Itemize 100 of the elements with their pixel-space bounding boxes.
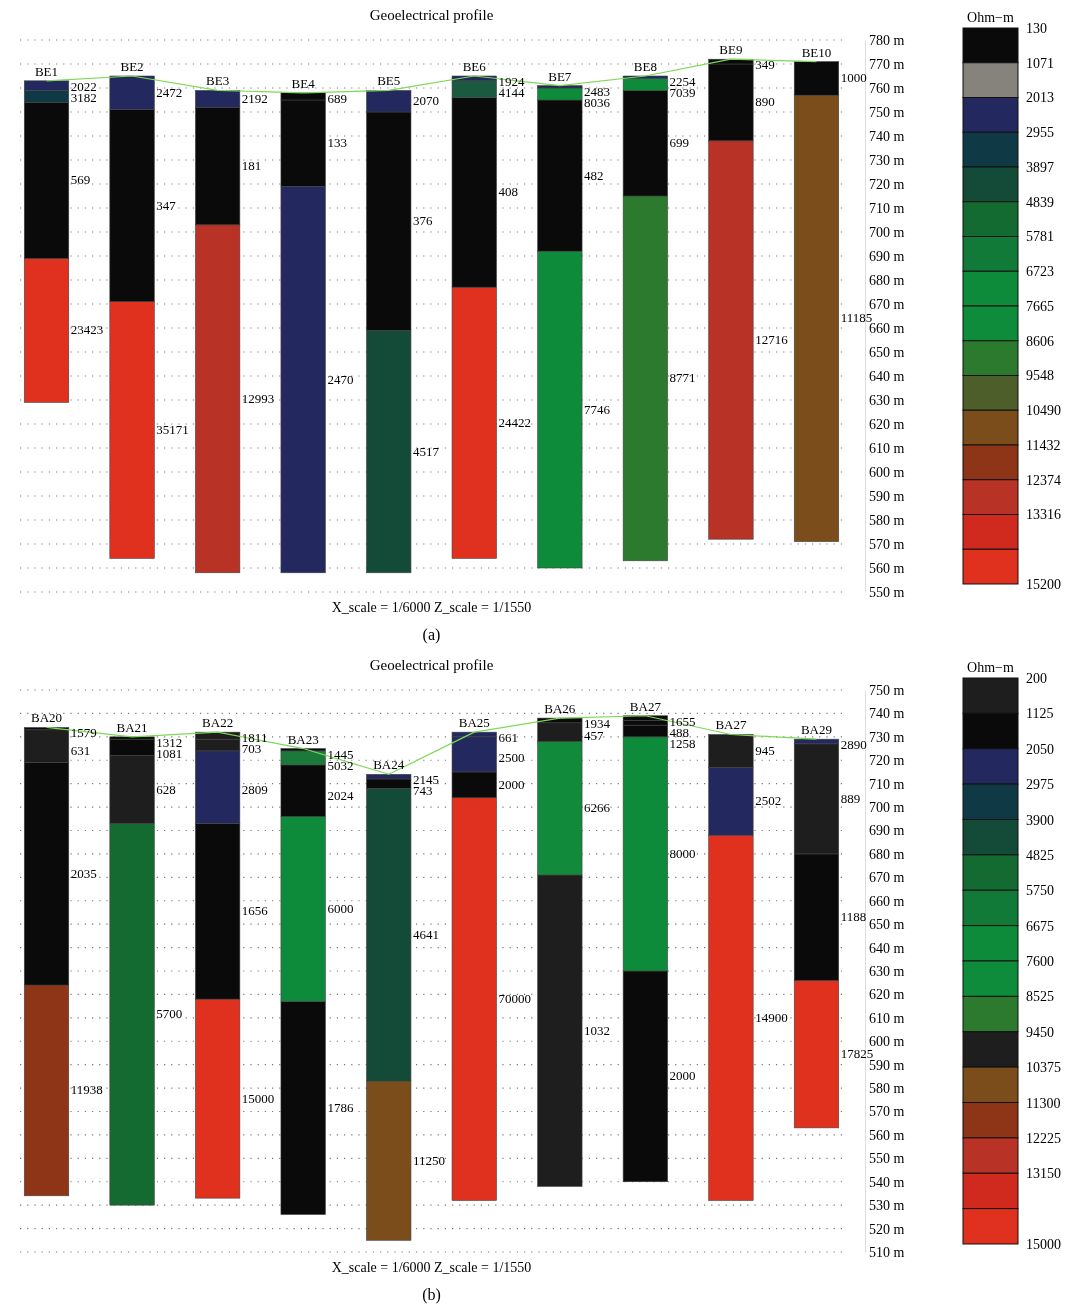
- x-tick-label: BE3: [206, 73, 230, 89]
- text: (a): [422, 626, 441, 644]
- annotation: 15000: [241, 1090, 275, 1106]
- annotation: 4641: [412, 926, 439, 942]
- color-bar-label: 1071: [1026, 55, 1054, 71]
- color-bar-title: Ohm−m: [967, 660, 1014, 675]
- color-bar-label: 11300: [1026, 1095, 1061, 1111]
- color-bar-label: 130: [1026, 21, 1047, 36]
- y-tick-label: 520 m: [869, 1221, 905, 1237]
- y-tick-label: 670 m: [869, 296, 905, 312]
- x-tick-label: BA23: [287, 731, 319, 747]
- y-tick-label: 550 m: [869, 1151, 905, 1167]
- annotation: 482: [584, 167, 604, 183]
- x-tick-label: BE10: [801, 44, 832, 60]
- annotation: 631: [70, 743, 91, 759]
- annotation: 1312: [156, 734, 183, 750]
- annotation: 945: [755, 742, 775, 758]
- x-tick-label: BE7: [548, 68, 572, 84]
- y-tick-label: 600 m: [869, 1034, 905, 1050]
- x-tick-label: BA20: [30, 710, 63, 726]
- y-tick-label: 570 m: [869, 1104, 905, 1120]
- y-tick-label: 560 m: [869, 1127, 905, 1143]
- x-tick-label: BE6: [462, 59, 487, 74]
- color-bar-label: 11432: [1026, 437, 1061, 453]
- y-tick-label: 630 m: [869, 392, 905, 408]
- x-tick-label: BE5: [377, 73, 401, 89]
- color-bar-label: 4839: [1026, 194, 1054, 210]
- x-tick-label: BA24: [373, 757, 405, 773]
- y-tick-label: 690 m: [869, 248, 905, 264]
- color-bar-label: 8606: [1026, 333, 1054, 349]
- y-tick-label: 650 m: [869, 344, 905, 360]
- chart-title: Geoelectrical profile: [369, 7, 494, 23]
- y-tick-label: 690 m: [869, 823, 905, 839]
- y-tick-label: 720 m: [869, 753, 905, 769]
- annotation: 2809: [241, 781, 268, 797]
- annotation: 1655: [669, 713, 696, 729]
- y-tick-label: 600 m: [869, 464, 905, 480]
- y-tick-label: 580 m: [869, 1081, 905, 1097]
- y-tick-label: 710 m: [869, 200, 905, 216]
- x-tick-label: BE2: [120, 59, 144, 74]
- color-bar-label: 15000: [1026, 1237, 1061, 1252]
- y-tick-label: 580 m: [869, 512, 905, 528]
- text: (b): [422, 1286, 441, 1304]
- annotation: 2500: [498, 750, 525, 766]
- annotation: 376: [412, 213, 433, 229]
- y-tick-label: 700 m: [869, 224, 905, 240]
- annotation: 347: [156, 197, 177, 213]
- y-tick-label: 670 m: [869, 870, 905, 886]
- y-tick-label: 620 m: [869, 416, 905, 432]
- color-bar-label: 9548: [1026, 368, 1054, 384]
- color-bar-label: 7665: [1026, 299, 1054, 314]
- x-tick-label: BA21: [116, 719, 148, 735]
- x-tick-label: BA25: [458, 715, 490, 731]
- annotation: 2890: [840, 737, 867, 753]
- color-bar-label: 1125: [1026, 706, 1054, 722]
- y-tick-label: 780 m: [869, 32, 905, 48]
- y-tick-label: 590 m: [869, 1057, 905, 1073]
- x-tick-label: BA29: [800, 722, 833, 738]
- annotation: 8771: [669, 370, 696, 386]
- annotation: 6000: [327, 900, 354, 916]
- annotation: 6266: [584, 800, 611, 816]
- color-bar-label: 2975: [1026, 777, 1054, 793]
- color-bar-label: 3900: [1026, 812, 1054, 828]
- y-tick-label: 720 m: [869, 176, 905, 192]
- y-tick-label: 640 m: [869, 368, 905, 384]
- color-bar-label: 4825: [1026, 847, 1054, 863]
- annotation: 2000: [669, 1068, 696, 1084]
- y-tick-label: 540 m: [869, 1174, 905, 1190]
- annotation: 661: [498, 730, 519, 746]
- color-bar-label: 2050: [1026, 741, 1054, 757]
- y-tick-label: 680 m: [869, 272, 905, 288]
- annotation: 5700: [156, 1006, 183, 1022]
- color-bar-label: 8525: [1026, 989, 1054, 1005]
- y-tick-label: 710 m: [869, 776, 905, 792]
- y-tick-label: 680 m: [869, 846, 905, 862]
- annotation: 133: [327, 135, 347, 151]
- y-tick-label: 760 m: [869, 80, 905, 96]
- annotation: 890: [755, 94, 775, 110]
- color-bar-label: 7600: [1026, 954, 1054, 969]
- annotation: 1445: [327, 746, 354, 762]
- color-bar-title: Ohm−m: [967, 10, 1014, 25]
- x-tick-label: BA22: [202, 715, 234, 731]
- color-bar-label: 5750: [1026, 883, 1054, 899]
- annotation: 408: [498, 184, 519, 200]
- color-bar-label: 3897: [1026, 159, 1054, 175]
- y-tick-label: 560 m: [869, 560, 905, 576]
- y-tick-label: 640 m: [869, 940, 905, 956]
- x-tick-label: BE1: [34, 63, 59, 79]
- color-bar-label: 12225: [1026, 1130, 1061, 1146]
- annotation: 2035: [70, 865, 97, 881]
- annotation: 8000: [669, 845, 696, 861]
- annotation: 569: [70, 172, 91, 188]
- annotation: 70000: [498, 991, 532, 1007]
- annotation: 7746: [584, 401, 611, 417]
- x-tick-label: BE8: [633, 59, 657, 74]
- y-tick-label: 590 m: [869, 488, 905, 504]
- color-bar-label: 13150: [1026, 1166, 1061, 1182]
- annotation: 12716: [755, 332, 789, 347]
- annotation: 24422: [498, 414, 532, 430]
- annotation: 35171: [156, 422, 189, 437]
